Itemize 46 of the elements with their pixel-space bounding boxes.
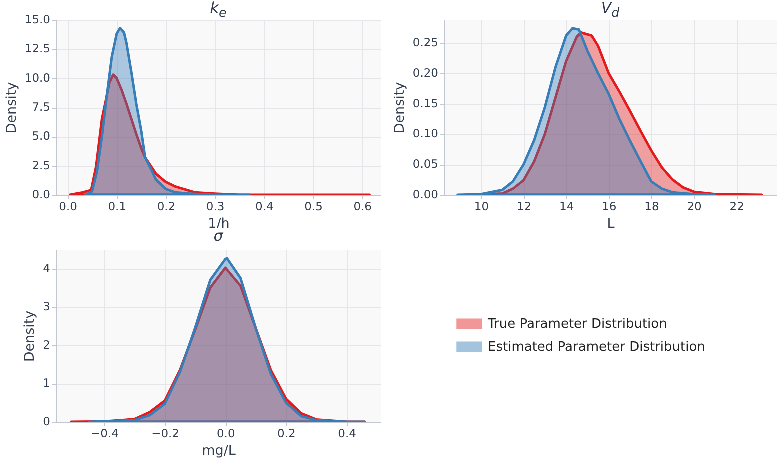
x-tick-label: 18 xyxy=(644,200,660,214)
y-tick-label: 0.05 xyxy=(412,157,438,172)
y-axis-title: Density xyxy=(22,310,38,362)
x-tick-label: 0.3 xyxy=(206,200,225,214)
y-tick-label: 0 xyxy=(43,414,50,428)
y-axis-title: Density xyxy=(392,82,408,134)
x-tick-label: 10 xyxy=(474,200,490,214)
x-axis-title: mg/L xyxy=(202,443,236,458)
x-tick-label: 0.0 xyxy=(59,200,78,214)
y-tick-label: 0.25 xyxy=(412,36,438,50)
x-tick-label: 0.4 xyxy=(256,200,274,214)
legend-label: True Parameter Distribution xyxy=(487,316,668,332)
x-tick-label: 0.4 xyxy=(338,426,356,440)
y-tick-label: 10.0 xyxy=(24,70,50,85)
y-tick-label: 1 xyxy=(43,376,50,390)
y-tick-label: 3 xyxy=(43,300,50,314)
y-tick-label: 7.5 xyxy=(32,100,50,114)
y-tick-label: 0.20 xyxy=(412,66,438,80)
x-tick-label: −0.4 xyxy=(90,426,119,440)
legend-label: Estimated Parameter Distribution xyxy=(488,340,706,355)
y-tick-label: 2.5 xyxy=(32,158,50,172)
x-tick-label: 0.5 xyxy=(304,200,323,214)
y-tick-label: 12.5 xyxy=(24,42,50,56)
x-tick-label: 14 xyxy=(560,200,574,214)
x-tick-label: 16 xyxy=(602,200,617,214)
x-tick-label: 0.2 xyxy=(157,200,176,214)
chart-title: V$_{d}$ xyxy=(600,0,621,20)
x-tick-label: 0.1 xyxy=(108,200,127,214)
x-tick-label: 22 xyxy=(730,200,744,214)
y-tick-label: 0.00 xyxy=(412,188,438,202)
x-tick-label: 0.0 xyxy=(216,426,236,440)
x-tick-label: −0.2 xyxy=(152,426,180,440)
chart-title: k$_{e}$ xyxy=(209,0,228,20)
x-tick-label: 0.6 xyxy=(354,200,372,214)
y-tick-label: 0.10 xyxy=(412,126,438,141)
x-tick-label: 0.2 xyxy=(278,426,296,440)
y-tick-label: 0.0 xyxy=(32,188,50,202)
x-axis-title: L xyxy=(607,216,616,232)
y-tick-label: 4 xyxy=(43,261,50,276)
y-tick-label: 15.0 xyxy=(24,12,50,26)
x-tick-label: 12 xyxy=(516,200,532,214)
y-tick-label: 0.15 xyxy=(412,96,438,110)
y-axis-title: Density xyxy=(4,82,20,134)
x-tick-label: 20 xyxy=(687,200,702,214)
y-tick-label: 2 xyxy=(43,338,50,352)
y-tick-label: 5.0 xyxy=(32,129,50,144)
